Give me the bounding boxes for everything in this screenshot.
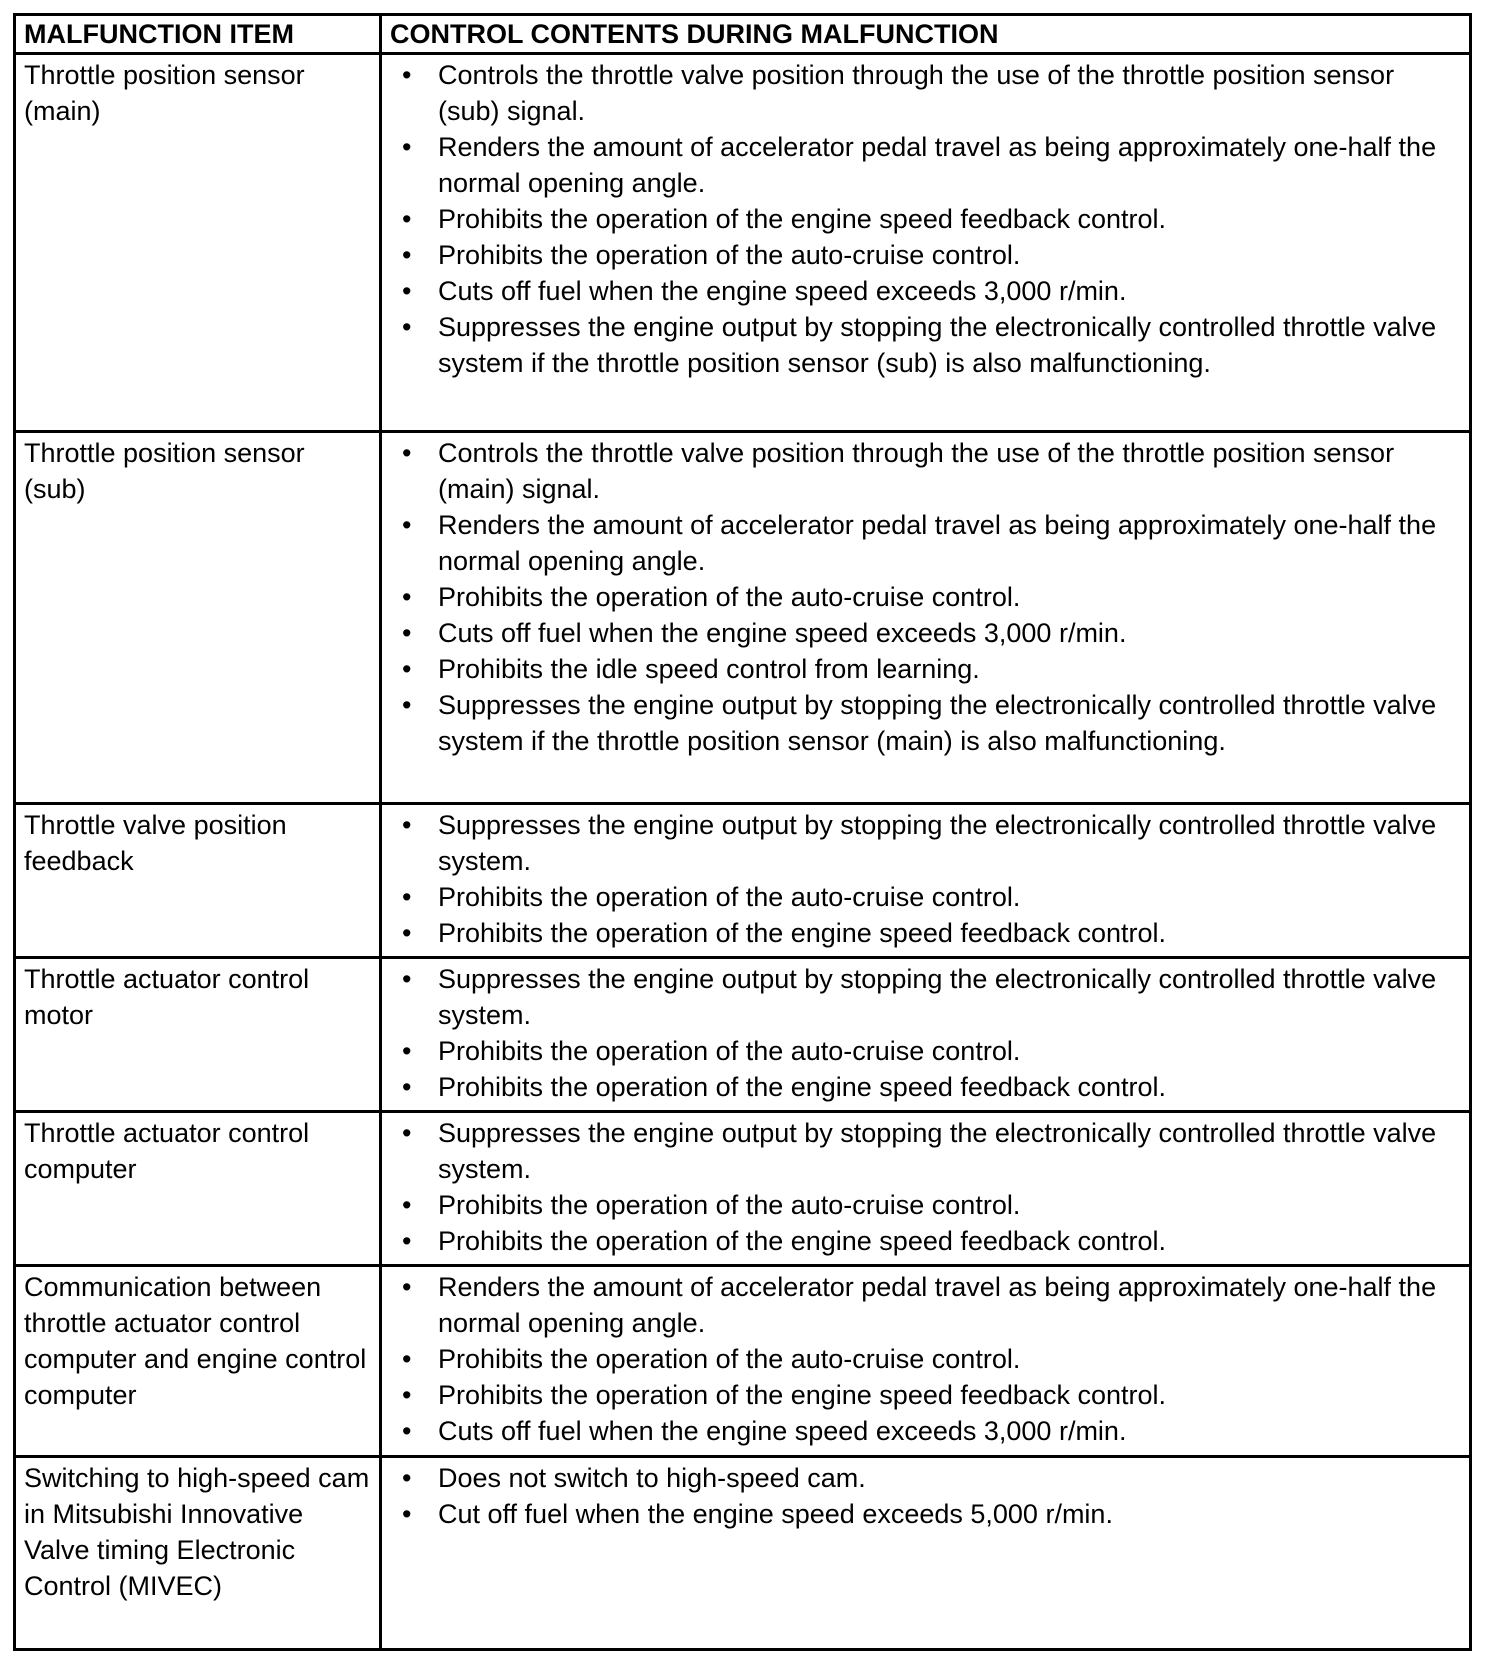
control-list: Controls the throttle valve position thr…	[390, 57, 1461, 381]
control-list-item: Controls the throttle valve position thr…	[402, 57, 1461, 129]
malfunction-item-cell: Switching to high-speed cam in Mitsubish…	[13, 1455, 382, 1651]
control-list-item: Suppresses the engine output by stopping…	[402, 961, 1461, 1033]
control-list: Controls the throttle valve position thr…	[390, 435, 1461, 759]
table-row: Communication between throttle actuator …	[13, 1264, 1472, 1458]
control-list-item: Prohibits the idle speed control from le…	[402, 651, 1461, 687]
control-list: Renders the amount of accelerator pedal …	[390, 1269, 1461, 1449]
malfunction-item-cell: Throttle position sensor (sub)	[13, 430, 382, 805]
header-malfunction-item: MALFUNCTION ITEM	[13, 13, 382, 55]
header-row: MALFUNCTION ITEM CONTROL CONTENTS DURING…	[13, 13, 1472, 55]
control-list-item: Cuts off fuel when the engine speed exce…	[402, 273, 1461, 309]
control-contents-cell: Controls the throttle valve position thr…	[379, 430, 1472, 805]
header-control-contents: CONTROL CONTENTS DURING MALFUNCTION	[379, 13, 1472, 55]
control-list-item: Suppresses the engine output by stopping…	[402, 1115, 1461, 1187]
malfunction-table: MALFUNCTION ITEM CONTROL CONTENTS DURING…	[13, 13, 1472, 1651]
table-row: Throttle actuator control motor Suppresse…	[13, 956, 1472, 1113]
control-list-item: Prohibits the operation of the engine sp…	[402, 201, 1461, 237]
table-row: Throttle valve position feedback Suppress…	[13, 802, 1472, 959]
control-contents-cell: Suppresses the engine output by stopping…	[379, 1110, 1472, 1267]
control-list-item: Suppresses the engine output by stopping…	[402, 807, 1461, 879]
control-list-item: Renders the amount of accelerator pedal …	[402, 129, 1461, 201]
control-list-item: Prohibits the operation of the auto-crui…	[402, 1341, 1461, 1377]
malfunction-item-cell: Communication between throttle actuator …	[13, 1264, 382, 1458]
control-list-item: Does not switch to high-speed cam.	[402, 1460, 1461, 1496]
malfunction-item-cell: Throttle actuator control computer	[13, 1110, 382, 1267]
control-list-item: Prohibits the operation of the auto-crui…	[402, 579, 1461, 615]
control-list-item: Cut off fuel when the engine speed excee…	[402, 1496, 1461, 1532]
malfunction-item-cell: Throttle actuator control motor	[13, 956, 382, 1113]
table-row: Throttle actuator control computer Suppre…	[13, 1110, 1472, 1267]
control-list: Suppresses the engine output by stopping…	[390, 807, 1461, 951]
table-row: Throttle position sensor (main) Controls …	[13, 52, 1472, 433]
control-list-item: Prohibits the operation of the auto-crui…	[402, 1187, 1461, 1223]
table-row: Throttle position sensor (sub) Controls t…	[13, 430, 1472, 805]
malfunction-item-cell: Throttle valve position feedback	[13, 802, 382, 959]
control-list-item: Prohibits the operation of the engine sp…	[402, 1223, 1461, 1259]
control-list-item: Cuts off fuel when the engine speed exce…	[402, 1413, 1461, 1449]
control-list-item: Prohibits the operation of the engine sp…	[402, 1069, 1461, 1105]
control-list-item: Suppresses the engine output by stopping…	[402, 687, 1461, 759]
control-list: Suppresses the engine output by stopping…	[390, 1115, 1461, 1259]
control-list: Does not switch to high-speed cam.Cut of…	[390, 1460, 1461, 1532]
control-list-item: Controls the throttle valve position thr…	[402, 435, 1461, 507]
control-list-item: Prohibits the operation of the engine sp…	[402, 1377, 1461, 1413]
table-row: Switching to high-speed cam in Mitsubish…	[13, 1455, 1472, 1651]
control-list-item: Renders the amount of accelerator pedal …	[402, 1269, 1461, 1341]
control-list-item: Prohibits the operation of the auto-crui…	[402, 879, 1461, 915]
control-list-item: Suppresses the engine output by stopping…	[402, 309, 1461, 381]
control-contents-cell: Renders the amount of accelerator pedal …	[379, 1264, 1472, 1458]
control-list-item: Prohibits the operation of the auto-crui…	[402, 1033, 1461, 1069]
control-contents-cell: Controls the throttle valve position thr…	[379, 52, 1472, 433]
control-list-item: Prohibits the operation of the auto-crui…	[402, 237, 1461, 273]
control-contents-cell: Does not switch to high-speed cam.Cut of…	[379, 1455, 1472, 1651]
control-list-item: Renders the amount of accelerator pedal …	[402, 507, 1461, 579]
malfunction-item-cell: Throttle position sensor (main)	[13, 52, 382, 433]
control-list-item: Cuts off fuel when the engine speed exce…	[402, 615, 1461, 651]
control-list-item: Prohibits the operation of the engine sp…	[402, 915, 1461, 951]
control-contents-cell: Suppresses the engine output by stopping…	[379, 802, 1472, 959]
control-contents-cell: Suppresses the engine output by stopping…	[379, 956, 1472, 1113]
control-list: Suppresses the engine output by stopping…	[390, 961, 1461, 1105]
